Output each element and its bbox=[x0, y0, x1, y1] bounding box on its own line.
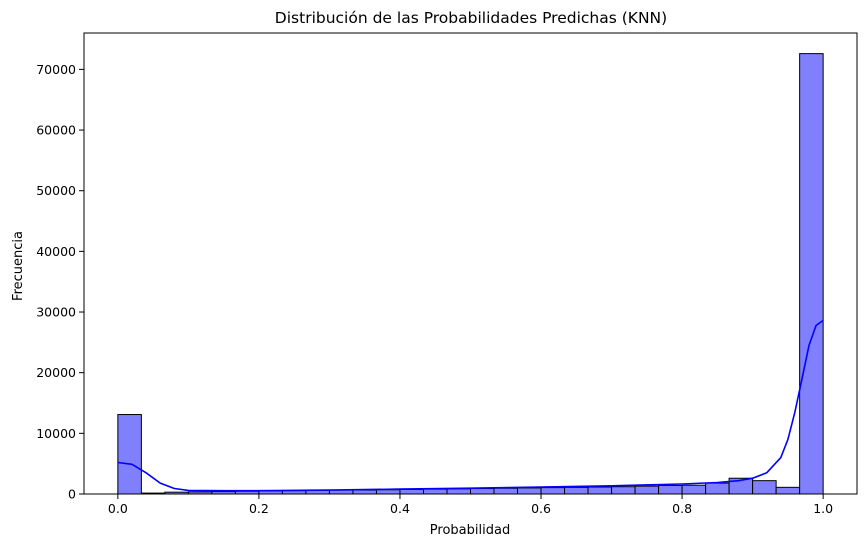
histogram-bar bbox=[752, 480, 777, 495]
histogram-bar bbox=[399, 488, 424, 495]
x-tick-label: 0.4 bbox=[390, 501, 410, 516]
x-axis-label: Probabilidad bbox=[430, 523, 510, 538]
histogram-bar bbox=[352, 489, 377, 495]
histogram-bar bbox=[117, 414, 142, 495]
x-tick-label: 0.6 bbox=[531, 501, 551, 516]
histogram-bar bbox=[611, 486, 636, 495]
histogram-bar bbox=[540, 487, 566, 495]
x-tick-label: 0.0 bbox=[108, 501, 128, 516]
histogram-bar bbox=[705, 482, 730, 495]
histogram-bar bbox=[564, 486, 589, 495]
y-tick-label: 60000 bbox=[36, 123, 76, 138]
histogram-bar bbox=[470, 488, 495, 495]
histogram-bar bbox=[658, 485, 683, 495]
y-tick-label: 50000 bbox=[36, 183, 76, 198]
y-tick-label: 70000 bbox=[36, 62, 76, 77]
x-tick-label: 0.8 bbox=[672, 501, 692, 516]
chart-title: Distribución de las Probabilidades Predi… bbox=[275, 9, 667, 27]
histogram-bar bbox=[587, 486, 613, 495]
y-tick-label: 40000 bbox=[36, 244, 76, 259]
histogram-bar bbox=[517, 487, 542, 495]
y-tick-label: 30000 bbox=[36, 305, 76, 320]
histogram-bar bbox=[422, 488, 448, 495]
x-tick-label: 1.0 bbox=[813, 501, 833, 516]
histogram-bar bbox=[634, 485, 660, 495]
plot-frame bbox=[83, 32, 858, 495]
histogram-bar bbox=[681, 484, 707, 495]
histogram-bar bbox=[446, 488, 471, 495]
kde-line bbox=[117, 319, 824, 492]
histogram-bar bbox=[493, 487, 519, 495]
y-axis-label: Frecuencia bbox=[11, 231, 26, 301]
y-tick-label: 10000 bbox=[36, 426, 76, 441]
histogram-bar bbox=[375, 489, 401, 495]
y-tick-label: 20000 bbox=[36, 365, 76, 380]
x-tick-label: 0.2 bbox=[249, 501, 269, 516]
plot-area: 0.0 0.2 0.4 0.6 0.8 1.0 0 10000 20000 30000 40000 5… bbox=[36, 32, 858, 516]
y-tick-label: 0 bbox=[68, 487, 76, 502]
histogram-bar bbox=[799, 53, 824, 495]
histogram-bar bbox=[775, 486, 801, 495]
